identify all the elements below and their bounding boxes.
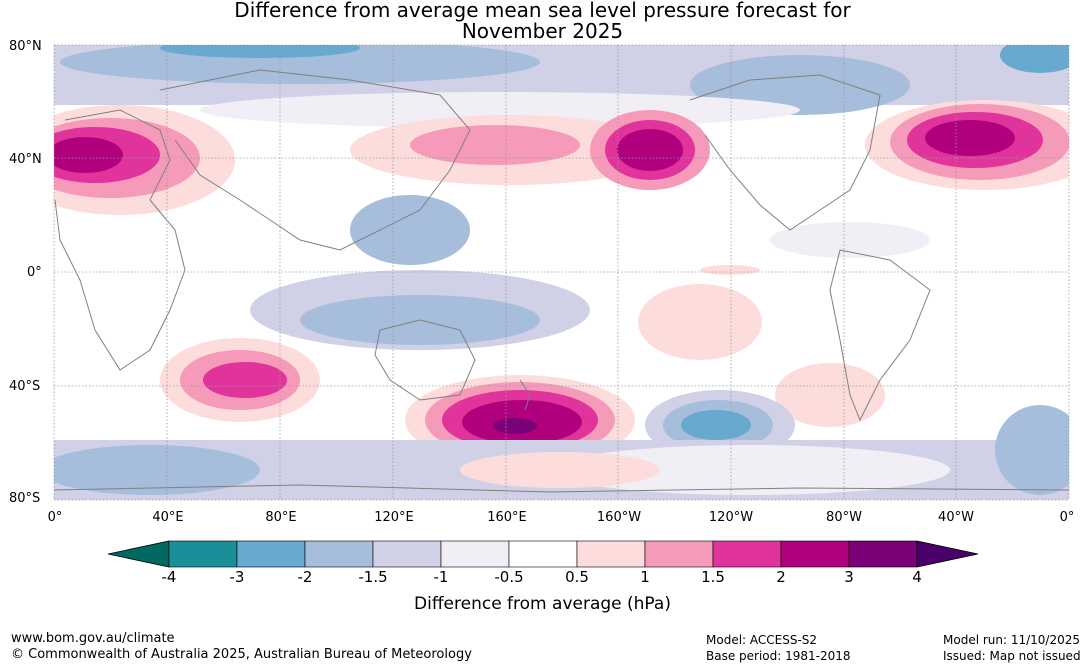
south-america-high [775,363,885,427]
indian-ocean-high-core [203,362,287,398]
colorbar-segment [440,540,510,568]
colorbar-tick: 1.5 [701,568,725,586]
footer-website[interactable]: www.bom.gov.au/climate [11,631,175,646]
coast-new-zealand [519,379,531,411]
south-pacific-low-core [681,410,751,440]
natl-high-core [925,120,1015,156]
coast-africa-europe [54,109,186,371]
colorbar-tick: -1 [433,568,449,586]
anomaly-field [54,45,1069,500]
colorbar-tick: -3 [229,568,245,586]
south-atlantic-low [995,405,1069,495]
coast-south-america [829,249,931,422]
coast-australia [374,319,476,401]
colorbar-tick: -0.5 [494,568,524,586]
colorbar-segment [508,540,578,568]
lat-label-40n: 40°N [9,152,42,167]
colorbar-segment [644,540,714,568]
arctic-low-mid [60,45,540,84]
lat-label-80n: 80°N [9,39,42,54]
lon-label-0-west: 0° [47,510,63,525]
lon-label-160w: 160°W [596,510,642,525]
antarctic-low-west [54,445,260,495]
colorbar-tick: -4 [161,568,177,586]
philippines-low [350,195,470,265]
npac-west-high [410,125,580,165]
gridlines [53,44,1070,501]
footer-model: Model: ACCESS-S2 [706,633,818,647]
colorbar [107,540,979,568]
colorbar-tick: 2 [776,568,786,586]
greenland-low [1000,45,1069,73]
colorbar-segment [168,540,238,568]
tasman-high-peak [493,418,537,434]
colorbar-extend-high [916,540,979,568]
east-pacific-high [638,284,762,360]
lon-label-80e: 80°E [265,510,297,525]
colorbar-extend-low [107,540,170,568]
lat-label-40s: 40°S [9,379,41,394]
colorbar-tick: -2 [297,568,313,586]
colorbar-label: Difference from average (hPa) [414,594,671,614]
equatorial-pacific-high [700,265,760,275]
lon-label-160e: 160°E [487,510,527,525]
lon-label-120e: 120°E [374,510,414,525]
arctic-low-core [160,45,360,58]
antarctic-weak-band [550,445,950,495]
lat-label-0: 0° [27,265,42,280]
lon-label-40e: 40°E [152,510,184,525]
map-title-line2: November 2025 [461,19,624,43]
colorbar-segment [712,540,782,568]
colorbar-tick: 1 [640,568,650,586]
footer-copyright: © Commonwealth of Australia 2025, Austra… [11,647,472,662]
footer-base-period: Base period: 1981-2018 [706,649,851,663]
footer-model-run: Model run: 11/10/2025 [943,633,1081,647]
colorbar-segment [780,540,850,568]
colorbar-tick: 0.5 [565,568,589,586]
lon-label-40w: 40°W [938,510,974,525]
map-title-line1: Difference from average mean sea level p… [234,0,851,22]
colorbar-segment [576,540,646,568]
colorbar-tick: 4 [912,568,922,586]
colorbar-segment [304,540,374,568]
npac-east-high-core [617,129,683,171]
lon-label-0-east: 0° [1059,510,1075,525]
colorbar-segment [372,540,442,568]
colorbar-segment [848,540,918,568]
coast-north-america [689,74,881,231]
coastlines [54,69,1069,493]
coast-antarctica [54,484,1069,493]
lat-label-80s: 80°S [9,491,41,506]
colorbar-tick: 3 [844,568,854,586]
colorbar-segment [236,540,306,568]
lon-label-80w: 80°W [826,510,862,525]
lon-label-120w: 120°W [708,510,754,525]
coast-asia [159,69,471,251]
europe-high-core [54,137,123,173]
central-america-weak [770,222,930,258]
footer-issued: Issued: Map not issued [943,649,1081,663]
antarctic-weak-high [460,452,660,488]
colorbar-tick: -1.5 [358,568,388,586]
